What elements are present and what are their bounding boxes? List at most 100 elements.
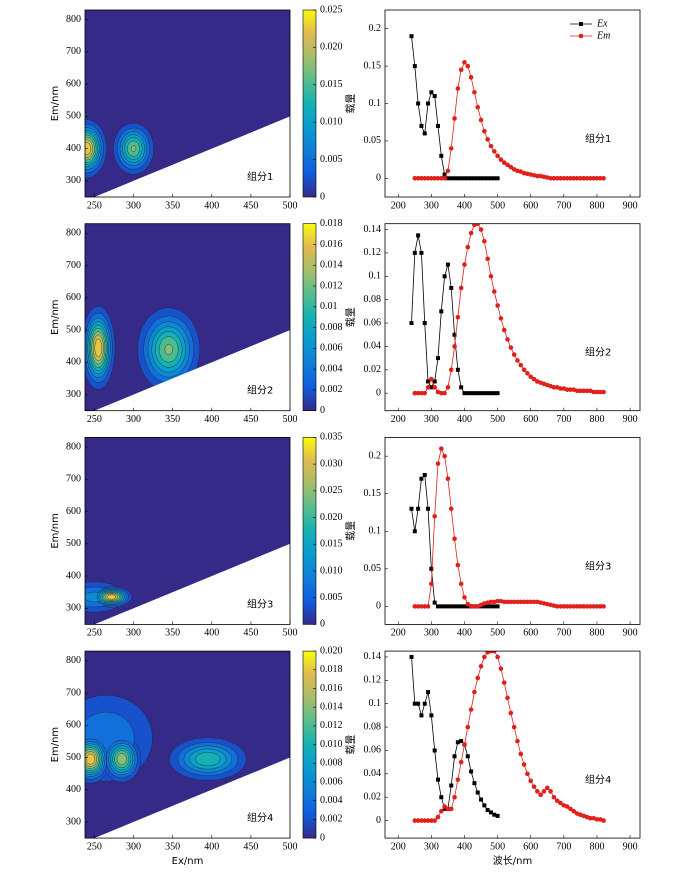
- marker: [426, 690, 431, 695]
- marker: [445, 176, 450, 181]
- marker: [452, 754, 457, 759]
- marker: [469, 391, 474, 396]
- marker: [442, 604, 447, 609]
- y-tick-label: 0.08: [364, 294, 382, 305]
- plot-area: [409, 446, 606, 609]
- marker: [455, 176, 460, 181]
- y-tick-label: 600: [66, 506, 81, 517]
- x-tick-label: 250: [87, 841, 102, 852]
- marker: [438, 446, 444, 451]
- marker: [491, 149, 497, 154]
- x-tick-label: 900: [623, 841, 638, 852]
- y-tick-label: 500: [66, 111, 81, 122]
- plot-area: [409, 34, 606, 181]
- marker: [459, 385, 464, 390]
- marker: [601, 818, 606, 823]
- y-tick-label: 600: [66, 78, 81, 89]
- y-tick-label: 0.1: [369, 526, 382, 537]
- marker: [416, 506, 421, 511]
- colorbar-tick-label: 0.016: [320, 683, 343, 694]
- marker: [601, 389, 606, 395]
- marker: [515, 358, 520, 363]
- marker: [498, 666, 504, 671]
- marker: [574, 388, 580, 394]
- x-tick-label: 300: [424, 841, 439, 852]
- x-tick-label: 250: [87, 200, 102, 211]
- marker: [445, 476, 451, 482]
- y-tick-label: 0.14: [364, 224, 382, 235]
- marker: [478, 227, 484, 232]
- marker: [442, 176, 447, 181]
- marker: [482, 238, 487, 244]
- marker: [472, 604, 477, 609]
- plot-area: [85, 10, 290, 197]
- y-tick-label: 0: [376, 387, 381, 398]
- marker: [445, 604, 450, 609]
- marker: [571, 808, 577, 814]
- marker: [554, 176, 560, 181]
- marker: [511, 352, 517, 357]
- series-line: [414, 447, 604, 607]
- colorbar-tick-label: 0: [320, 832, 325, 843]
- x-tick-label: 400: [457, 841, 472, 852]
- marker: [485, 256, 490, 262]
- colorbar-tick-label: 0.025: [320, 485, 343, 496]
- marker: [505, 337, 510, 342]
- marker: [415, 176, 421, 181]
- marker: [485, 651, 490, 655]
- y-tick-label: 400: [66, 357, 81, 368]
- marker: [501, 160, 507, 165]
- x-axis-label: Ex/nm: [172, 856, 204, 867]
- marker: [511, 599, 517, 605]
- y-tick-label: 0.08: [364, 721, 382, 732]
- marker: [475, 790, 480, 795]
- marker: [432, 818, 437, 823]
- x-tick-label: 900: [623, 200, 638, 211]
- marker: [475, 223, 481, 226]
- marker: [449, 783, 454, 788]
- marker: [409, 321, 414, 326]
- marker: [419, 713, 424, 718]
- marker: [548, 789, 553, 794]
- marker: [492, 176, 497, 181]
- marker: [422, 818, 428, 823]
- marker: [448, 806, 454, 812]
- marker: [482, 176, 487, 181]
- marker: [445, 168, 451, 174]
- panel: 200 300 400 500 600 700 800 900 0 0.02 0.04 0.06 0.0…: [345, 650, 641, 867]
- marker: [426, 379, 431, 384]
- marker: [601, 176, 606, 181]
- marker: [495, 604, 500, 609]
- marker: [472, 176, 477, 181]
- marker: [571, 604, 577, 609]
- y-tick-label: 300: [66, 389, 81, 400]
- y-tick-label: 0.04: [364, 341, 382, 352]
- y-tick-label: 0.05: [364, 135, 382, 146]
- y-tick-label: 400: [66, 570, 81, 581]
- marker: [432, 600, 437, 605]
- x-tick-label: 400: [457, 628, 472, 639]
- colorbar: [302, 223, 317, 411]
- colorbar: [302, 437, 317, 625]
- colorbar-tick-label: 0.015: [320, 79, 343, 90]
- marker: [432, 94, 437, 99]
- marker: [551, 794, 557, 800]
- frame: [384, 223, 641, 412]
- y-tick-label: 500: [66, 752, 81, 763]
- marker: [482, 128, 487, 134]
- colorbar-tick-label: 0.020: [320, 42, 343, 53]
- marker: [578, 388, 583, 394]
- marker: [591, 176, 596, 181]
- marker: [551, 176, 557, 181]
- marker: [462, 742, 467, 747]
- marker: [412, 250, 417, 255]
- series-line: [414, 651, 604, 821]
- marker: [581, 176, 587, 181]
- y-tick-label: 0.12: [364, 247, 382, 258]
- marker: [508, 164, 514, 170]
- frame: [84, 650, 291, 839]
- y-axis-label: Em/nm: [50, 513, 61, 549]
- marker: [442, 453, 447, 459]
- marker: [469, 769, 474, 774]
